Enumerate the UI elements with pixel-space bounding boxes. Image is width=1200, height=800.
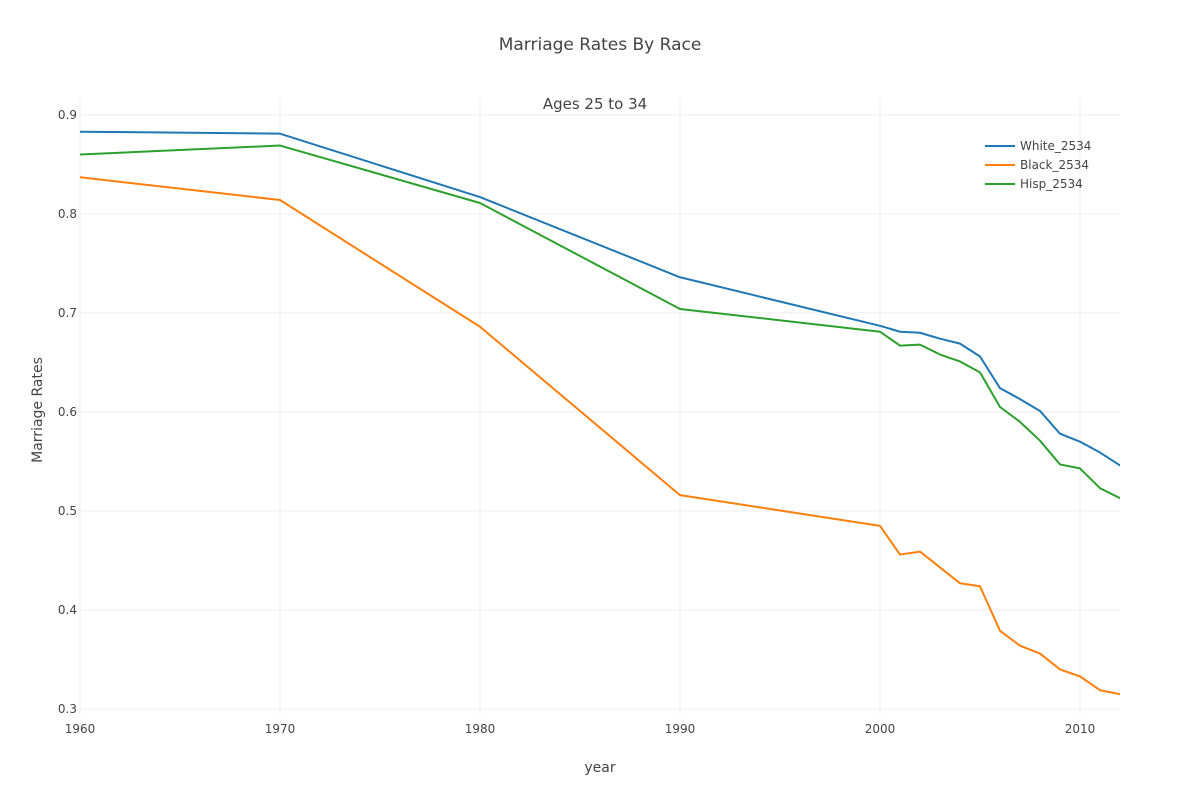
legend-item[interactable]: Hisp_2534 [985, 177, 1083, 191]
legend-item[interactable]: White_2534 [985, 139, 1091, 153]
y-tick-label: 0.3 [58, 702, 77, 716]
gridlines [79, 100, 1120, 714]
y-axis-title: Marriage Rates [30, 357, 46, 463]
y-tick-label: 0.5 [58, 504, 77, 518]
x-tick-label: 2010 [1065, 722, 1096, 736]
y-tick-label: 0.6 [58, 405, 77, 419]
legend-label: Black_2534 [1020, 158, 1089, 172]
series-lines [80, 130, 1120, 696]
x-axis-ticks: 1960 1970 1980 1990 2000 2010 [65, 722, 1096, 736]
legend-item[interactable]: Black_2534 [985, 158, 1089, 172]
chart-title: Marriage Rates By Race [499, 35, 702, 55]
y-tick-label: 0.7 [58, 306, 77, 320]
series-line-white-2534[interactable] [80, 130, 1120, 467]
x-tick-label: 1980 [465, 722, 496, 736]
y-tick-label: 0.4 [58, 603, 77, 617]
legend[interactable]: White_2534 Black_2534 Hisp_2534 [985, 139, 1091, 191]
y-tick-label: 0.8 [58, 207, 77, 221]
legend-label: Hisp_2534 [1020, 177, 1083, 191]
series-line-black-2534[interactable] [80, 176, 1120, 696]
y-axis-ticks: 0.3 0.4 0.5 0.6 0.7 0.8 0.9 [58, 108, 77, 716]
series-line-hisp-2534[interactable] [80, 144, 1120, 500]
x-tick-label: 2000 [865, 722, 896, 736]
x-tick-label: 1990 [665, 722, 696, 736]
x-tick-label: 1970 [265, 722, 296, 736]
chart-annotation: Ages 25 to 34 [543, 95, 647, 113]
legend-label: White_2534 [1020, 139, 1091, 153]
x-tick-label: 1960 [65, 722, 96, 736]
y-tick-label: 0.9 [58, 108, 77, 122]
x-axis-title: year [584, 760, 615, 776]
